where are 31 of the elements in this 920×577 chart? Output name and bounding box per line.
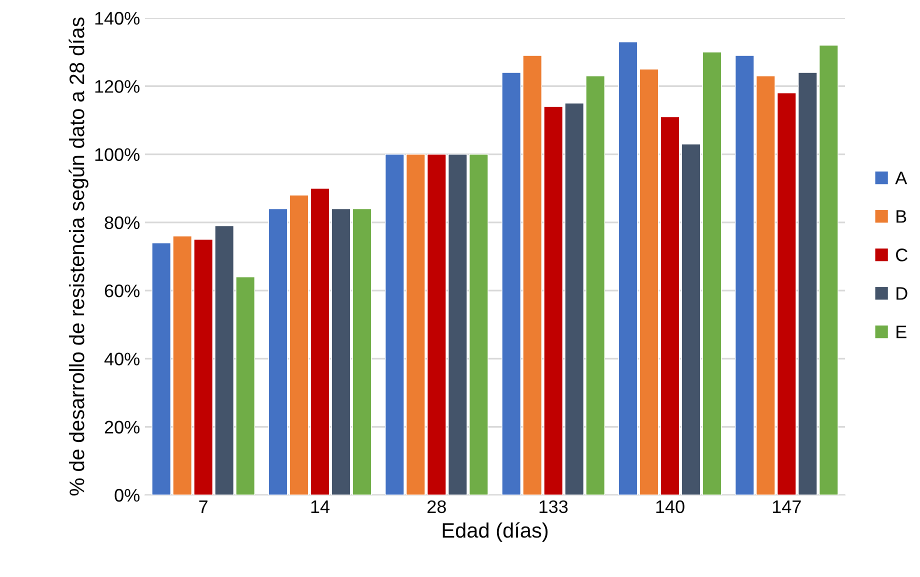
y-tick-label: 0% xyxy=(114,488,140,502)
bar xyxy=(289,194,309,495)
legend-label: A xyxy=(895,172,908,184)
x-tick-label: 28 xyxy=(428,500,446,514)
y-tick-label: 140% xyxy=(95,12,140,25)
x-tick-label: 7 xyxy=(199,500,208,513)
bar xyxy=(660,116,680,495)
y-tick-label: 120% xyxy=(95,80,140,93)
x-tick-label: 147 xyxy=(772,500,801,513)
x-tick-label: 14 xyxy=(311,500,330,513)
x-tick-label: 140 xyxy=(656,500,684,514)
bar xyxy=(702,52,722,495)
y-axis-title: % de desarrollo de resistencia según dato a 28 días xyxy=(68,18,88,496)
bar xyxy=(352,208,372,495)
legend-label: B xyxy=(896,210,906,223)
legend-label: D xyxy=(896,287,908,300)
x-tick-label: 133 xyxy=(540,500,568,514)
y-tick-label: 80% xyxy=(104,216,140,230)
bar xyxy=(310,188,330,495)
bar xyxy=(681,144,701,495)
y-tick-label: 20% xyxy=(104,420,140,434)
y-tick-label: 40% xyxy=(104,352,140,366)
bar xyxy=(618,42,638,495)
x-axis-title: Edad (días) xyxy=(442,522,548,542)
bar xyxy=(331,208,351,495)
legend-label: C xyxy=(896,248,908,262)
bar xyxy=(639,68,659,495)
y-tick-label: 100% xyxy=(95,148,140,162)
legend-label: E xyxy=(896,326,906,338)
y-tick-label: 60% xyxy=(104,284,140,298)
bar xyxy=(268,208,288,495)
